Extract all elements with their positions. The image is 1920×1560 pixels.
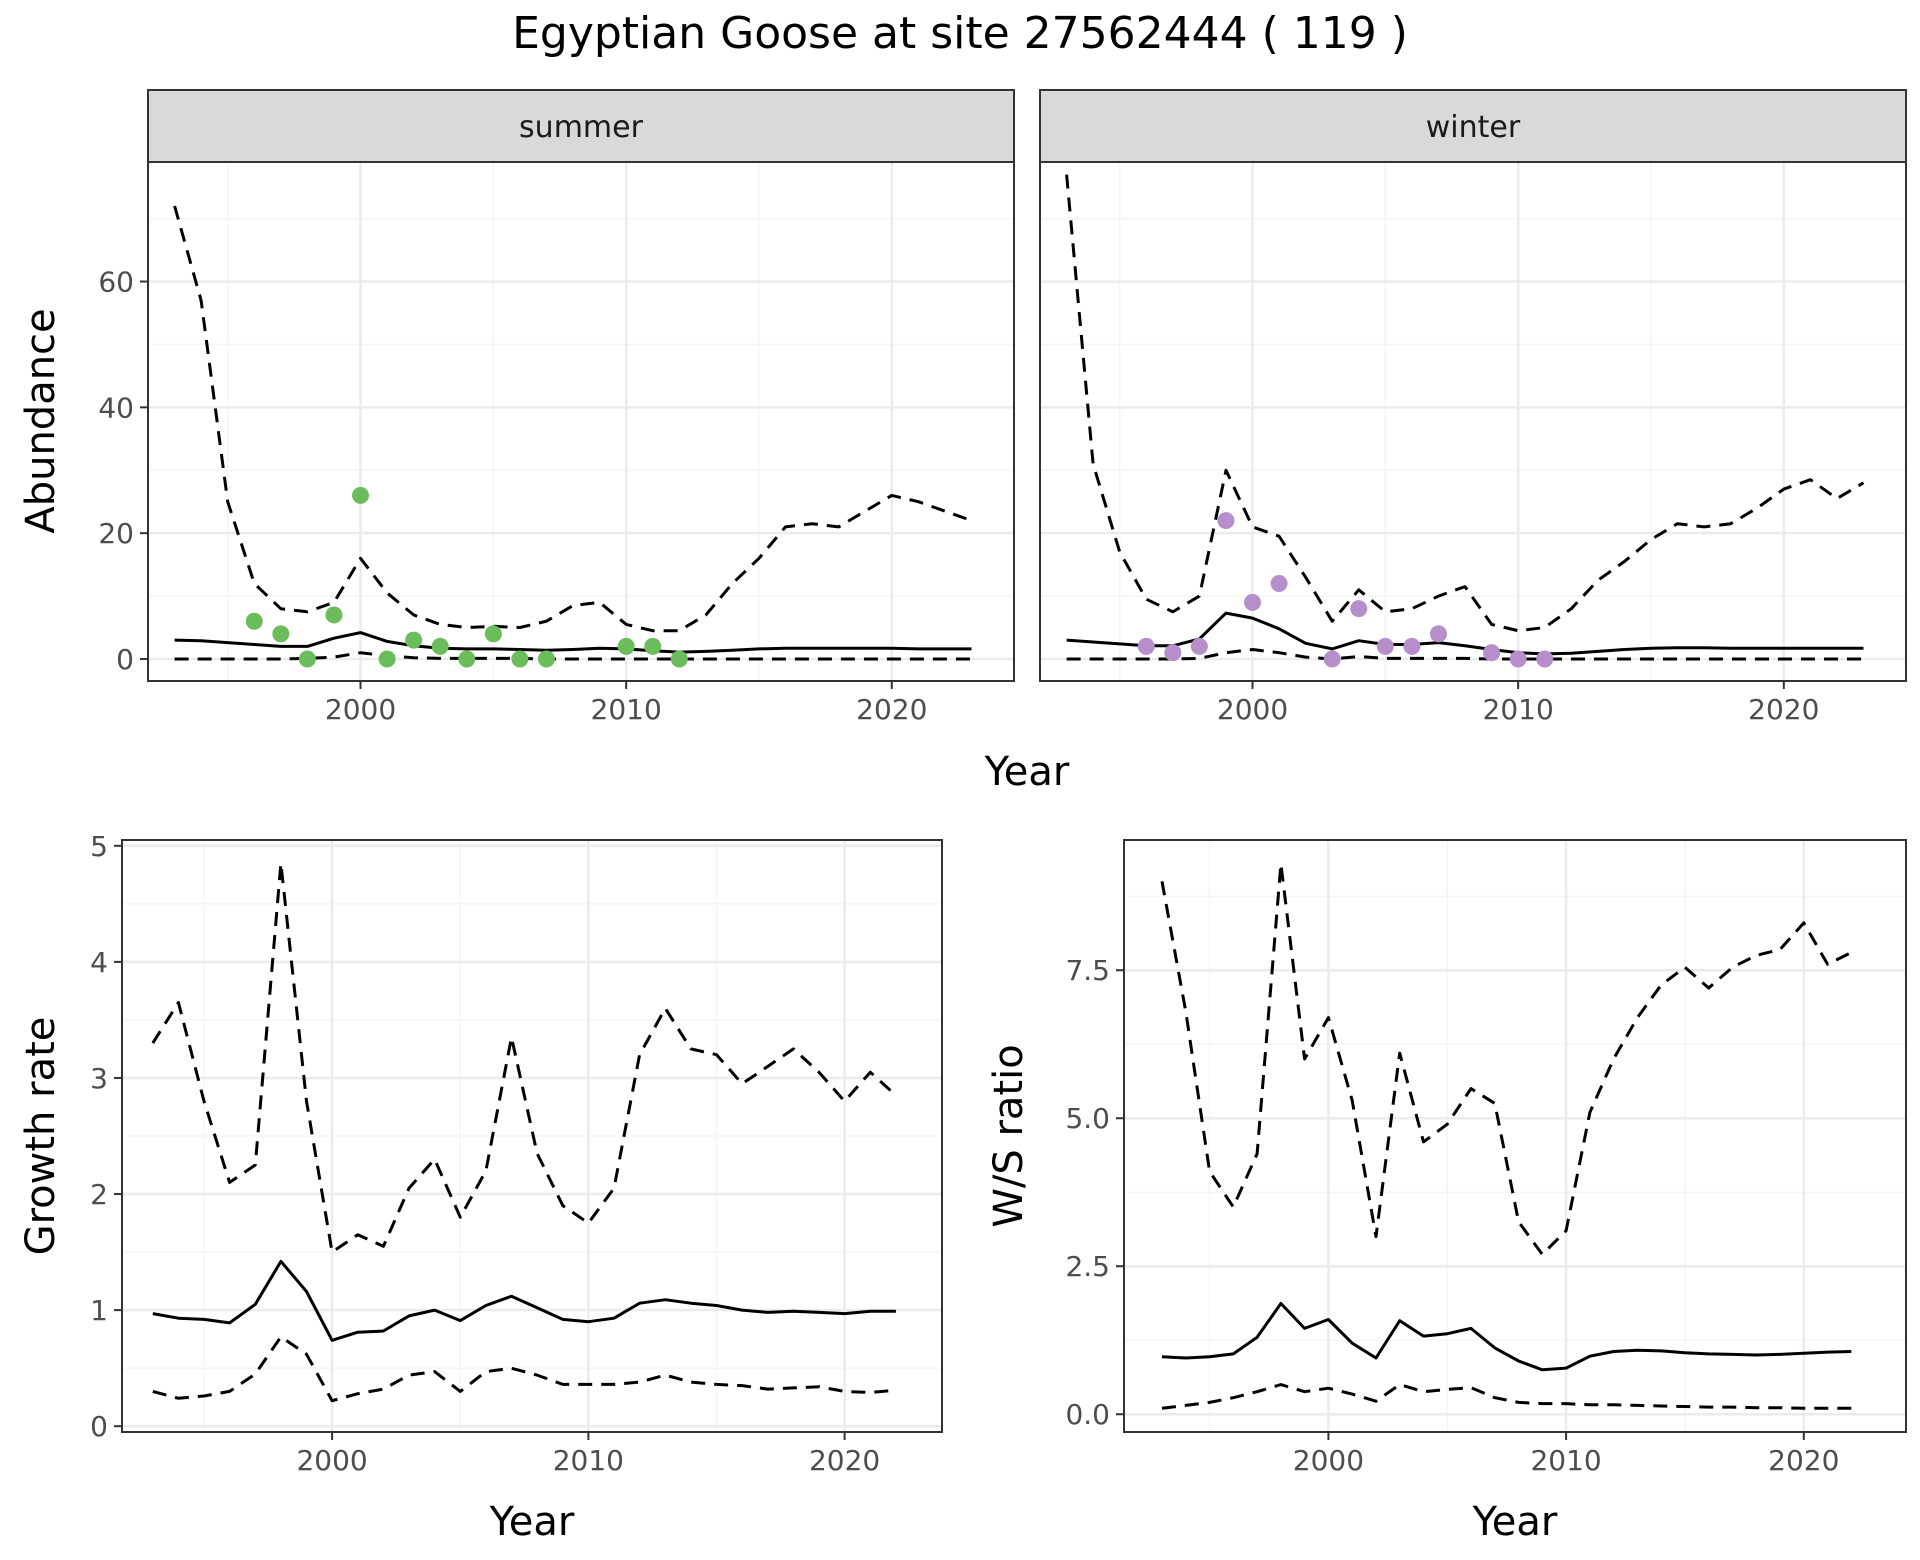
data-point <box>1429 625 1447 643</box>
data-point <box>431 637 449 655</box>
ws-x-axis-title: Year <box>1472 1499 1558 1545</box>
facet-strip-label: summer <box>519 110 644 145</box>
x-tick-label: 2000 <box>1217 693 1288 726</box>
ws-ratio-panel: 2000 2010 2020 0.0 2.5 5.0 7.5 <box>1065 839 1907 1477</box>
y-tick-label: 4 <box>90 946 108 979</box>
ws-y-axis-title: W/S ratio <box>986 1044 1032 1227</box>
y-tick-label: 2.5 <box>1065 1250 1110 1283</box>
y-tick-label: 5 <box>90 830 108 863</box>
y-tick-label: 3 <box>90 1062 108 1095</box>
data-point <box>405 631 423 649</box>
y-tick-label: 0 <box>116 643 134 676</box>
x-tick-label: 2000 <box>325 693 396 726</box>
data-point <box>617 637 635 655</box>
data-point <box>1509 650 1527 668</box>
data-point <box>458 650 476 668</box>
facet-strip <box>1039 89 1907 163</box>
lower-bound-line <box>174 651 972 661</box>
upper-bound-line <box>1160 862 1852 1256</box>
data-point <box>484 625 502 643</box>
y-tick-label: 40 <box>98 391 134 424</box>
growth-y-axis-title: Growth rate <box>18 1017 64 1256</box>
growth-x-axis-title: Year <box>489 1499 575 1545</box>
mean-line <box>174 631 972 654</box>
lower-bound-line <box>1161 1383 1852 1410</box>
data-point <box>1376 637 1394 655</box>
upper-bound-line <box>1065 174 1865 633</box>
y-tick-label: 0 <box>90 1410 108 1443</box>
y-tick-label: 5.0 <box>1065 1102 1110 1135</box>
panel-border <box>1123 839 1907 1433</box>
data-point <box>352 486 370 504</box>
data-point <box>1164 644 1182 662</box>
abundance-y-axis-title: Abundance <box>18 308 64 533</box>
data-point <box>537 650 555 668</box>
x-tick-label: 2020 <box>1748 693 1819 726</box>
y-tick-label: 20 <box>98 517 134 550</box>
y-tick-label: 1 <box>90 1294 108 1327</box>
x-tick-label: 2020 <box>856 693 927 726</box>
facet-strip <box>147 89 1015 163</box>
facet-summer: 2000 2010 2020 0 20 40 60 summer <box>98 89 1015 726</box>
lower-bound-line <box>1066 648 1864 661</box>
y-tick-label: 7.5 <box>1065 954 1110 987</box>
data-point <box>1323 650 1341 668</box>
upper-bound-line <box>173 205 973 633</box>
data-point <box>1483 644 1501 662</box>
x-tick-label: 2000 <box>296 1444 367 1477</box>
data-point <box>378 650 396 668</box>
x-tick-label: 2000 <box>1293 1444 1364 1477</box>
data-point <box>1350 600 1368 618</box>
data-point <box>1190 637 1208 655</box>
data-point <box>644 637 662 655</box>
facet-strip-label: winter <box>1426 110 1521 145</box>
panel-border <box>121 839 943 1433</box>
growth-rate-panel: 2000 2010 2020 0 1 2 3 4 5 <box>90 830 943 1477</box>
x-tick-label: 2010 <box>1483 693 1554 726</box>
upper-bound-line <box>151 861 897 1254</box>
x-tick-label: 2020 <box>809 1444 880 1477</box>
x-tick-label: 2020 <box>1768 1444 1839 1477</box>
data-point <box>298 650 316 668</box>
y-tick-label: 2 <box>90 1178 108 1211</box>
data-point <box>670 650 688 668</box>
x-tick-label: 2010 <box>1530 1444 1601 1477</box>
y-tick-label: 60 <box>98 266 134 299</box>
y-tick-label: 0.0 <box>1065 1398 1110 1431</box>
data-point <box>1536 650 1554 668</box>
mean-line <box>152 1259 896 1342</box>
data-point <box>511 650 529 668</box>
abundance-x-axis-title: Year <box>984 749 1070 795</box>
x-tick-label: 2010 <box>553 1444 624 1477</box>
facet-winter: 2000 2010 2020 winter <box>1039 89 1907 726</box>
data-point <box>325 606 343 624</box>
data-point <box>1270 574 1288 592</box>
data-point <box>1403 637 1421 655</box>
data-point <box>245 612 263 630</box>
data-point <box>1217 512 1235 530</box>
data-point <box>1137 637 1155 655</box>
chart-title: Egyptian Goose at site 27562444 ( 119 ) <box>512 8 1408 59</box>
mean-line <box>1161 1302 1852 1372</box>
x-tick-label: 2010 <box>591 693 662 726</box>
data-point <box>1244 593 1262 611</box>
data-point <box>272 625 290 643</box>
lower-bound-line <box>152 1335 897 1403</box>
